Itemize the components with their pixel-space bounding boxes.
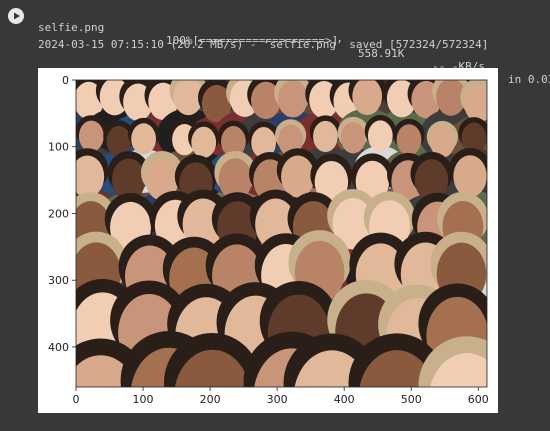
person-face <box>332 198 374 250</box>
person-face <box>430 353 487 387</box>
person-face <box>313 120 338 153</box>
x-tick-label: 400 <box>334 393 355 406</box>
download-filename: selfie.png <box>38 21 105 34</box>
photo-crowd <box>76 80 487 387</box>
person-face <box>112 158 146 201</box>
person-face <box>221 126 246 158</box>
person-face <box>191 126 217 158</box>
person-face <box>201 84 232 123</box>
download-size: 558.91K <box>358 47 405 60</box>
x-tick-label: 500 <box>401 393 422 406</box>
image-plot-figure: 0 100 200 300 400 500 600 0 100 200 300 400 <box>38 68 498 413</box>
x-tick-label: 100 <box>133 393 154 406</box>
axes-frame <box>75 79 488 388</box>
person-face <box>277 80 308 118</box>
play-icon <box>14 12 20 20</box>
y-tick-label: 100 <box>48 141 69 154</box>
person-face <box>396 124 422 156</box>
image-plot: 0 100 200 300 400 500 600 0 100 200 300 400 <box>48 74 489 406</box>
person-face <box>218 158 253 201</box>
person-face <box>453 155 487 198</box>
y-axis: 0 100 200 300 400 <box>48 74 76 354</box>
person-face <box>145 158 179 201</box>
y-tick-label: 400 <box>48 341 69 354</box>
y-tick-label: 0 <box>62 74 69 87</box>
person-face <box>281 155 315 198</box>
person-face <box>173 80 204 116</box>
person-face <box>76 155 105 198</box>
person-face <box>367 120 393 152</box>
person-face <box>278 124 303 156</box>
download-progress-bar: 100%[===================>] <box>166 34 339 47</box>
download-time: in 0.03s <box>508 73 550 86</box>
person-face <box>251 81 281 120</box>
person-face <box>340 122 366 154</box>
x-tick-label: 0 <box>73 393 80 406</box>
person-face <box>251 127 277 159</box>
person-face <box>429 126 455 158</box>
x-tick-label: 600 <box>468 393 489 406</box>
download-saved-line: 2024-03-15 07:15:10 (20.2 MB/s) - ‘selfi… <box>38 38 489 51</box>
person-face <box>352 80 383 116</box>
x-axis: 0 100 200 300 400 500 600 <box>73 387 489 406</box>
person-face <box>131 123 157 155</box>
person-face <box>359 350 435 387</box>
person-face <box>414 159 449 202</box>
person-face <box>174 349 250 387</box>
x-tick-label: 300 <box>267 393 288 406</box>
person-face <box>436 80 466 116</box>
person-face <box>314 160 349 204</box>
run-cell-button[interactable] <box>8 8 24 24</box>
x-tick-label: 200 <box>200 393 221 406</box>
person-face <box>461 122 487 154</box>
person-face <box>106 125 132 158</box>
person-face <box>78 120 104 152</box>
y-tick-label: 200 <box>48 207 69 220</box>
person-face <box>464 84 487 123</box>
y-tick-label: 300 <box>48 274 69 287</box>
